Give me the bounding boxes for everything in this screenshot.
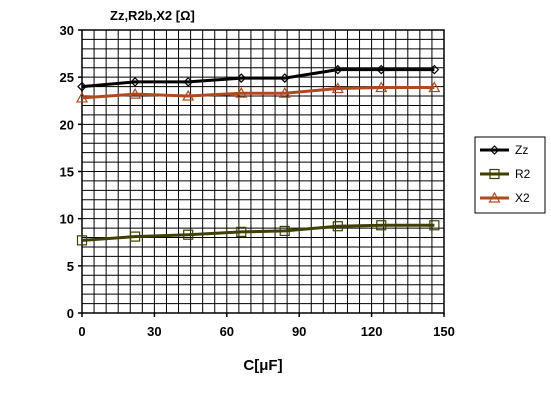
data-point-r2 xyxy=(332,221,343,232)
data-point-r2 xyxy=(376,220,387,231)
legend-label: X2 xyxy=(515,191,530,205)
data-point-r2 xyxy=(76,235,88,246)
x-tick-label: 120 xyxy=(361,324,383,339)
data-point-zz xyxy=(376,64,387,75)
series-x2 xyxy=(75,81,441,103)
data-point-r2 xyxy=(129,231,141,242)
data-point-x2 xyxy=(428,81,441,93)
legend-marker xyxy=(489,145,500,155)
data-point-zz xyxy=(279,73,290,83)
legend-marker xyxy=(488,191,501,203)
data-point-x2 xyxy=(235,86,248,98)
y-tick-label: 20 xyxy=(60,117,74,132)
data-point-zz xyxy=(77,81,87,92)
data-point-zz xyxy=(130,77,140,87)
data-point-r2 xyxy=(429,220,440,231)
data-point-x2 xyxy=(129,87,142,99)
data-point-r2 xyxy=(183,229,194,240)
series-line-x2 xyxy=(81,86,435,100)
legend: Zz R2 X2 xyxy=(474,136,546,214)
legend-item-x2: X2 xyxy=(480,191,530,205)
y-tick-label: 10 xyxy=(60,212,74,227)
x-tick-label: 30 xyxy=(147,324,161,339)
legend-label: Zz xyxy=(515,143,528,157)
data-point-x2 xyxy=(182,89,195,101)
series-line-zz xyxy=(81,68,435,89)
chart-title: Zz,R2b,X2 [Ω] xyxy=(110,8,195,23)
legend-item-r2: R2 xyxy=(480,167,531,181)
data-point-x2 xyxy=(278,86,291,98)
data-point-zz xyxy=(429,64,440,75)
series-zz xyxy=(77,64,440,92)
legend-label: R2 xyxy=(515,167,531,181)
data-point-x2 xyxy=(375,81,388,93)
data-point-zz xyxy=(236,73,247,83)
y-tick-label: 5 xyxy=(67,259,74,274)
x-tick-label: 60 xyxy=(220,324,234,339)
legend-item-zz: Zz xyxy=(480,143,528,157)
legend-marker xyxy=(489,168,500,180)
series-layer xyxy=(75,64,441,246)
data-point-r2 xyxy=(279,225,290,237)
y-tick-label: 15 xyxy=(60,165,74,180)
data-point-x2 xyxy=(75,91,89,103)
y-tick-label: 30 xyxy=(60,23,74,38)
x-tick-label: 150 xyxy=(433,324,455,339)
series-line-r2 xyxy=(81,223,435,242)
x-tick-label: 90 xyxy=(292,324,306,339)
series-r2 xyxy=(76,220,440,246)
y-tick-label: 25 xyxy=(60,70,74,85)
axis-ticks: 0 5 10 15 20 25 30 0 30 60 90 120 150 xyxy=(60,23,455,339)
data-point-zz xyxy=(332,64,343,75)
x-tick-label: 0 xyxy=(78,324,85,339)
y-tick-label: 0 xyxy=(67,306,74,321)
grid xyxy=(82,30,444,313)
data-point-r2 xyxy=(236,226,247,237)
x-axis-label: C[μF] xyxy=(243,357,282,374)
data-point-zz xyxy=(183,77,194,87)
data-point-x2 xyxy=(331,82,344,94)
